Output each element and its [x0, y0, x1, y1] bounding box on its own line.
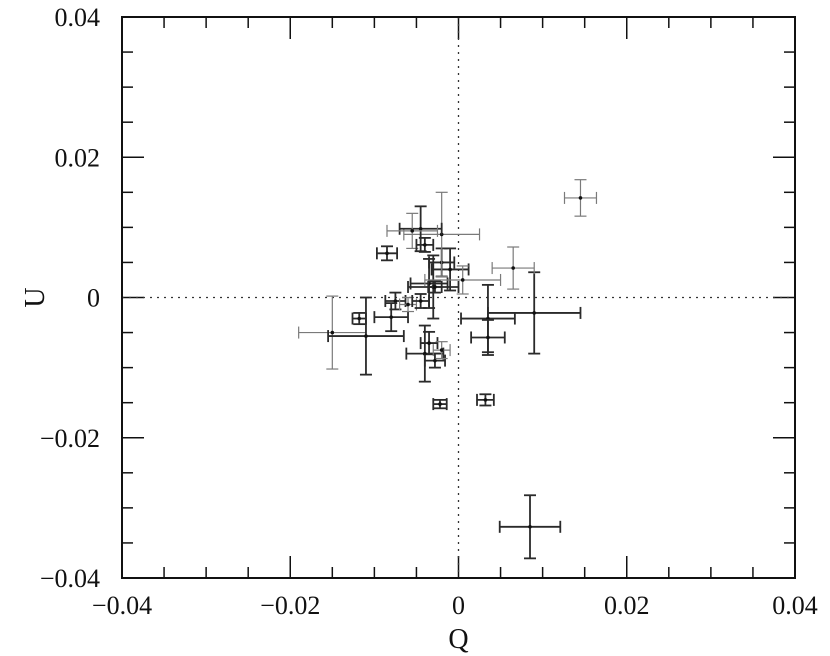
- point-marker: [357, 316, 362, 321]
- x-tick-label: 0: [452, 591, 465, 620]
- y-tick-label: 0: [87, 284, 100, 313]
- point-marker: [385, 251, 389, 256]
- data-point: [424, 265, 502, 295]
- point-marker: [483, 398, 488, 402]
- data-point: [373, 302, 409, 333]
- data-point: [327, 296, 405, 376]
- point-marker: [423, 243, 427, 247]
- data-points: [298, 179, 598, 560]
- point-marker: [410, 229, 415, 233]
- tick-labels: −0.04 −0.02 0 0.02 0.04 −0.04 −0.02 0 0.02 0.04: [40, 3, 818, 620]
- data-point: [411, 293, 430, 309]
- data-point: [423, 352, 446, 369]
- data-point: [351, 312, 367, 326]
- point-marker: [393, 299, 398, 303]
- x-tick-label: 0.02: [604, 591, 650, 620]
- plot-frame: [121, 16, 796, 579]
- data-point: [375, 245, 398, 262]
- point-marker: [448, 267, 452, 272]
- point-marker: [578, 196, 583, 200]
- point-marker: [460, 278, 465, 282]
- data-point: [298, 295, 367, 370]
- point-marker: [433, 285, 437, 289]
- x-tick-label: −0.02: [260, 591, 320, 620]
- data-point: [419, 330, 439, 356]
- y-tick-label: 0.04: [55, 3, 101, 32]
- point-marker: [418, 299, 423, 303]
- point-marker: [528, 525, 532, 529]
- data-point: [487, 271, 582, 355]
- point-marker: [418, 226, 423, 231]
- data-point: [476, 393, 495, 407]
- y-tick-label: 0.02: [55, 143, 101, 172]
- reference-lines: [122, 17, 795, 578]
- point-marker: [423, 351, 427, 356]
- point-marker: [486, 335, 490, 340]
- point-marker: [389, 315, 394, 319]
- data-point: [415, 236, 435, 253]
- data-point: [498, 494, 562, 560]
- point-marker: [439, 348, 444, 352]
- data-point: [399, 296, 418, 313]
- axis-ticks: [121, 16, 796, 579]
- data-point: [470, 319, 506, 356]
- x-axis-label: Q: [448, 624, 468, 655]
- y-tick-label: −0.04: [40, 564, 100, 593]
- x-tick-label: 0.04: [772, 591, 818, 620]
- x-tick-label: −0.04: [92, 591, 152, 620]
- data-point: [430, 247, 470, 292]
- data-point: [563, 179, 598, 217]
- point-marker: [364, 334, 368, 338]
- data-point: [398, 205, 443, 253]
- point-marker: [511, 266, 515, 270]
- point-marker: [532, 311, 537, 315]
- data-point: [384, 291, 407, 311]
- data-point: [386, 212, 439, 250]
- point-marker: [406, 302, 410, 307]
- data-point: [491, 246, 535, 290]
- point-marker: [427, 341, 431, 345]
- y-axis-label: U: [20, 287, 51, 307]
- data-point: [432, 398, 448, 411]
- point-marker: [330, 330, 335, 335]
- data-point: [427, 280, 443, 294]
- point-marker: [433, 358, 437, 363]
- y-tick-label: −0.02: [40, 424, 100, 453]
- data-point: [432, 341, 451, 360]
- point-marker: [438, 402, 442, 406]
